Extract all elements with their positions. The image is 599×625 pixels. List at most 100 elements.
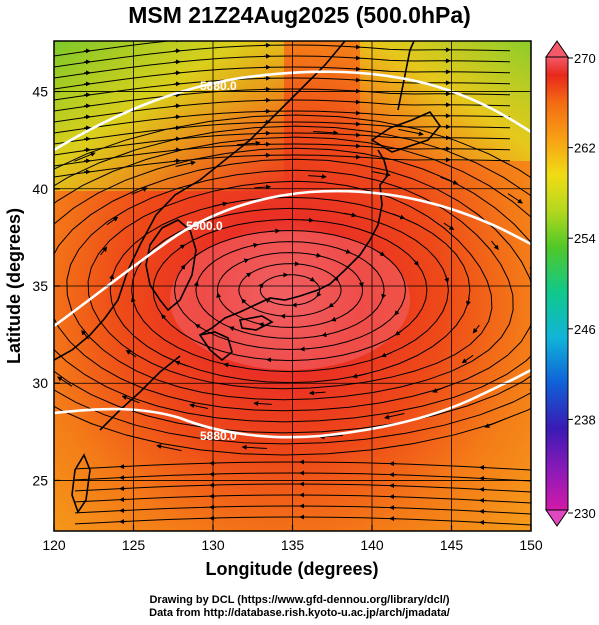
map-plot-area: 5880.0 5900.0 5880.0 — [25, 41, 531, 531]
wind-arrow — [381, 293, 387, 300]
contour-label-south: 5880.0 — [200, 429, 237, 443]
wind-arrow — [384, 413, 405, 420]
wind-arrow — [57, 376, 73, 387]
x-tick-label: 145 — [440, 537, 464, 553]
colorbar-top-arrow — [545, 40, 569, 58]
wind-arrow — [246, 272, 252, 278]
wind-arrow — [333, 276, 339, 282]
wind-arrow — [223, 362, 236, 368]
wind-arrow — [443, 222, 455, 231]
coastline-shikoku — [239, 315, 274, 331]
streamline — [173, 229, 406, 351]
coastline-korea — [145, 219, 197, 312]
cold-region-northeast — [360, 41, 531, 161]
wind-arrow — [344, 248, 352, 254]
contour-south — [54, 368, 531, 439]
wind-arrow — [253, 400, 272, 406]
wind-arrow — [266, 357, 278, 363]
x-axis: 120 125 130 135 140 145 150 — [42, 525, 543, 553]
wind-arrow — [156, 443, 182, 452]
wind-arrow — [109, 273, 115, 283]
wind-arrow — [194, 323, 202, 329]
x-tick-label: 120 — [42, 537, 66, 553]
wind-arrow — [392, 213, 406, 220]
streamline — [109, 196, 471, 384]
wind-arrow — [316, 291, 322, 298]
coastline-japan — [199, 149, 389, 336]
wind-arrow — [125, 349, 137, 358]
wind-arrow — [258, 322, 265, 328]
map-title: MSM 21Z24Aug2025 (500.0hPa) — [128, 2, 471, 28]
wind-arrow — [330, 316, 337, 322]
wind-arrow — [100, 246, 108, 256]
contour-north — [54, 70, 531, 152]
wind-arrow — [308, 390, 326, 396]
streamline — [195, 241, 385, 339]
wind-arrow — [228, 326, 236, 332]
wind-arrow — [529, 385, 531, 391]
wind-arrow — [216, 292, 222, 298]
cold-region-northwest — [54, 41, 284, 191]
wind-arrow — [440, 176, 459, 185]
wind-arrow — [189, 403, 209, 409]
coastlines — [54, 41, 442, 514]
streamline — [259, 274, 321, 306]
x-tick-label: 140 — [360, 537, 384, 553]
wind-arrow — [213, 201, 228, 207]
streamline — [54, 147, 531, 423]
wind-arrow — [243, 258, 250, 264]
wind-arrow — [193, 280, 199, 287]
colorbar-label: 262 — [574, 141, 596, 156]
y-axis-title: Latitude (degrees) — [4, 208, 24, 364]
wind-arrow — [398, 128, 424, 137]
wind-arrow — [461, 354, 474, 364]
wind-arrow — [177, 244, 186, 250]
y-tick-label: 30 — [32, 375, 48, 391]
wind-arrow — [237, 140, 261, 146]
wind-arrow — [315, 252, 322, 258]
colorbar-ticks: 270 262 254 246 238 230 — [568, 51, 596, 521]
wind-arrow — [161, 313, 167, 321]
colorbar-bottom-arrow — [545, 509, 569, 527]
streamline-westerly — [54, 41, 174, 58]
wind-arrow — [250, 242, 259, 248]
streamline — [131, 207, 449, 373]
y-tick-label: 35 — [32, 278, 48, 294]
colorbar-gradient — [545, 56, 569, 511]
y-tick-label: 25 — [32, 472, 48, 488]
wind-arrow — [302, 217, 314, 223]
wind-arrow — [381, 352, 392, 358]
wind-arrow — [47, 303, 50, 313]
wind-arrow — [394, 330, 403, 336]
colorbar-label: 238 — [574, 412, 596, 427]
y-tick-label: 40 — [32, 181, 48, 197]
wind-arrow — [299, 346, 310, 352]
coastline-hokkaido — [370, 111, 442, 153]
wind-arrow — [241, 444, 267, 450]
wind-arrow — [472, 324, 480, 334]
wind-streamlines — [25, 41, 531, 526]
wind-arrow — [352, 373, 367, 379]
wind-arrow — [371, 171, 391, 177]
contour-label-middle: 5900.0 — [186, 219, 223, 233]
wind-arrow — [175, 160, 196, 167]
wind-arrow — [413, 259, 419, 267]
streamline — [216, 252, 364, 328]
x-tick-label: 130 — [201, 537, 225, 553]
coastline-china — [54, 41, 346, 361]
coastline-sakhalin — [397, 41, 415, 111]
colorbar: 270 262 254 246 238 230 — [545, 40, 596, 527]
wind-arrow — [25, 268, 28, 279]
wind-arrow — [394, 310, 400, 316]
height-contours — [54, 70, 531, 439]
credits: Drawing by DCL (https://www.gfd-dennou.o… — [0, 594, 599, 620]
streamline — [54, 158, 531, 412]
contour-label-north: 5880.0 — [200, 79, 237, 93]
y-tick-label: 45 — [32, 84, 48, 100]
credit-drawing: Drawing by DCL (https://www.gfd-dennou.o… — [149, 594, 450, 606]
wind-arrow — [344, 212, 357, 218]
x-tick-label: 125 — [122, 537, 146, 553]
streamline — [66, 169, 514, 401]
wind-arrow — [491, 240, 499, 251]
